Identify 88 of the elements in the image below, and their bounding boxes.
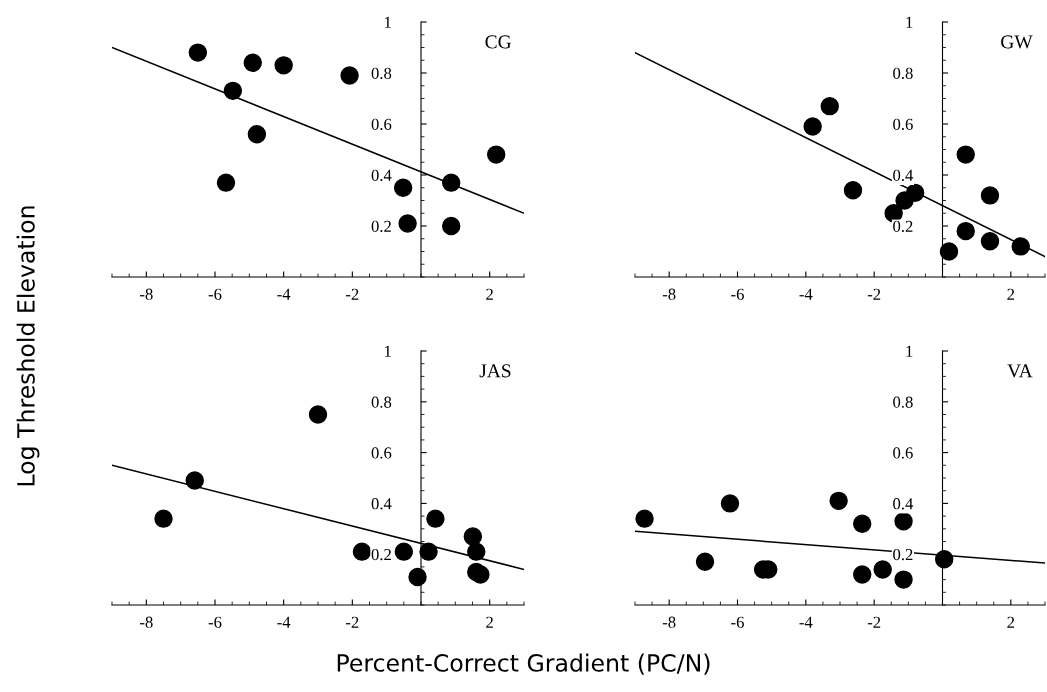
point [935,550,954,569]
point [223,81,243,101]
point [803,117,822,136]
x-tick-label: -2 [346,288,359,300]
text: JAS [479,364,511,378]
point [216,173,236,192]
point [695,552,715,572]
x-tick-label: -8 [662,288,676,300]
x-tick-label: 2 [486,616,493,628]
y-axis-title: Log Threshold Elevation [16,206,40,486]
text: VA [1007,364,1033,378]
x-tick-label: 2 [486,288,493,300]
point [467,542,486,561]
point [894,511,913,531]
point [956,145,975,164]
y-tick-label: 0.6 [371,447,392,459]
y-tick-label: 0.8 [893,67,913,80]
point [154,509,173,528]
y-tick-label: 0.4 [371,169,392,182]
y-tick-label: 0.2 [371,548,391,561]
y-tick-label: 0.6 [893,118,913,131]
point [980,232,1000,251]
y-tick-label: 0.4 [893,498,914,510]
y-tick-label: 0.8 [893,396,913,408]
text: CG [485,35,512,49]
y-tick-label: 1 [906,345,913,357]
x-axis-title: Percent-Correct Gradient (PC/N) [337,653,710,675]
y-tick-label: 0.6 [893,447,913,459]
point [843,181,863,200]
point [442,173,461,192]
x-tick-label: -4 [277,616,291,628]
x-tick-label: -6 [208,616,222,628]
point [274,56,293,75]
x-tick-label: -6 [731,288,744,300]
x-tick-label: -4 [277,288,291,300]
point [352,542,372,561]
point [894,570,913,589]
point [820,96,839,116]
point [463,527,483,546]
y-tick-label: 0.4 [893,169,914,182]
point [419,542,438,561]
point [340,66,359,85]
x-tick-label: 2 [1007,616,1015,628]
point [905,183,925,203]
point [185,471,204,490]
y-tick-label: 0.4 [371,498,392,510]
point [956,221,975,241]
x-tick-label: -2 [867,288,881,300]
point [308,405,328,424]
point [398,214,417,233]
point [1011,237,1030,256]
y-tick-label: 0.2 [893,220,913,233]
point [243,53,262,73]
point [829,491,848,511]
point [471,565,490,584]
y-tick-label: 1 [906,16,913,28]
x-tick-label: -6 [208,288,222,300]
point [720,494,740,513]
x-tick-label: -8 [140,288,153,300]
x-tick-label: -2 [346,616,359,628]
x-tick-label: -8 [662,616,676,628]
x-tick-label: -2 [867,616,881,628]
point [188,43,208,62]
x-tick-label: -4 [799,616,813,628]
y-tick-label: 1 [384,16,391,28]
point [980,186,1000,205]
point [853,514,872,533]
y-tick-label: 0.2 [893,548,913,561]
point [873,560,892,579]
point [426,509,445,528]
point [442,216,461,236]
x-tick-label: -8 [140,616,153,628]
y-tick-label: 1 [384,345,391,357]
point [486,145,506,164]
x-tick-label: -6 [731,616,744,628]
y-tick-label: 0.6 [371,118,392,131]
point [853,565,872,584]
point [247,124,267,144]
point [939,242,959,261]
point [635,509,654,528]
y-tick-label: 0.8 [371,396,392,408]
x-tick-label: 2 [1007,288,1015,300]
point [394,542,414,561]
y-tick-label: 0.2 [371,220,391,233]
x-tick-label: -4 [799,288,813,300]
y-tick-label: 0.8 [371,67,392,80]
point [393,178,413,197]
text: GW [1001,35,1033,49]
